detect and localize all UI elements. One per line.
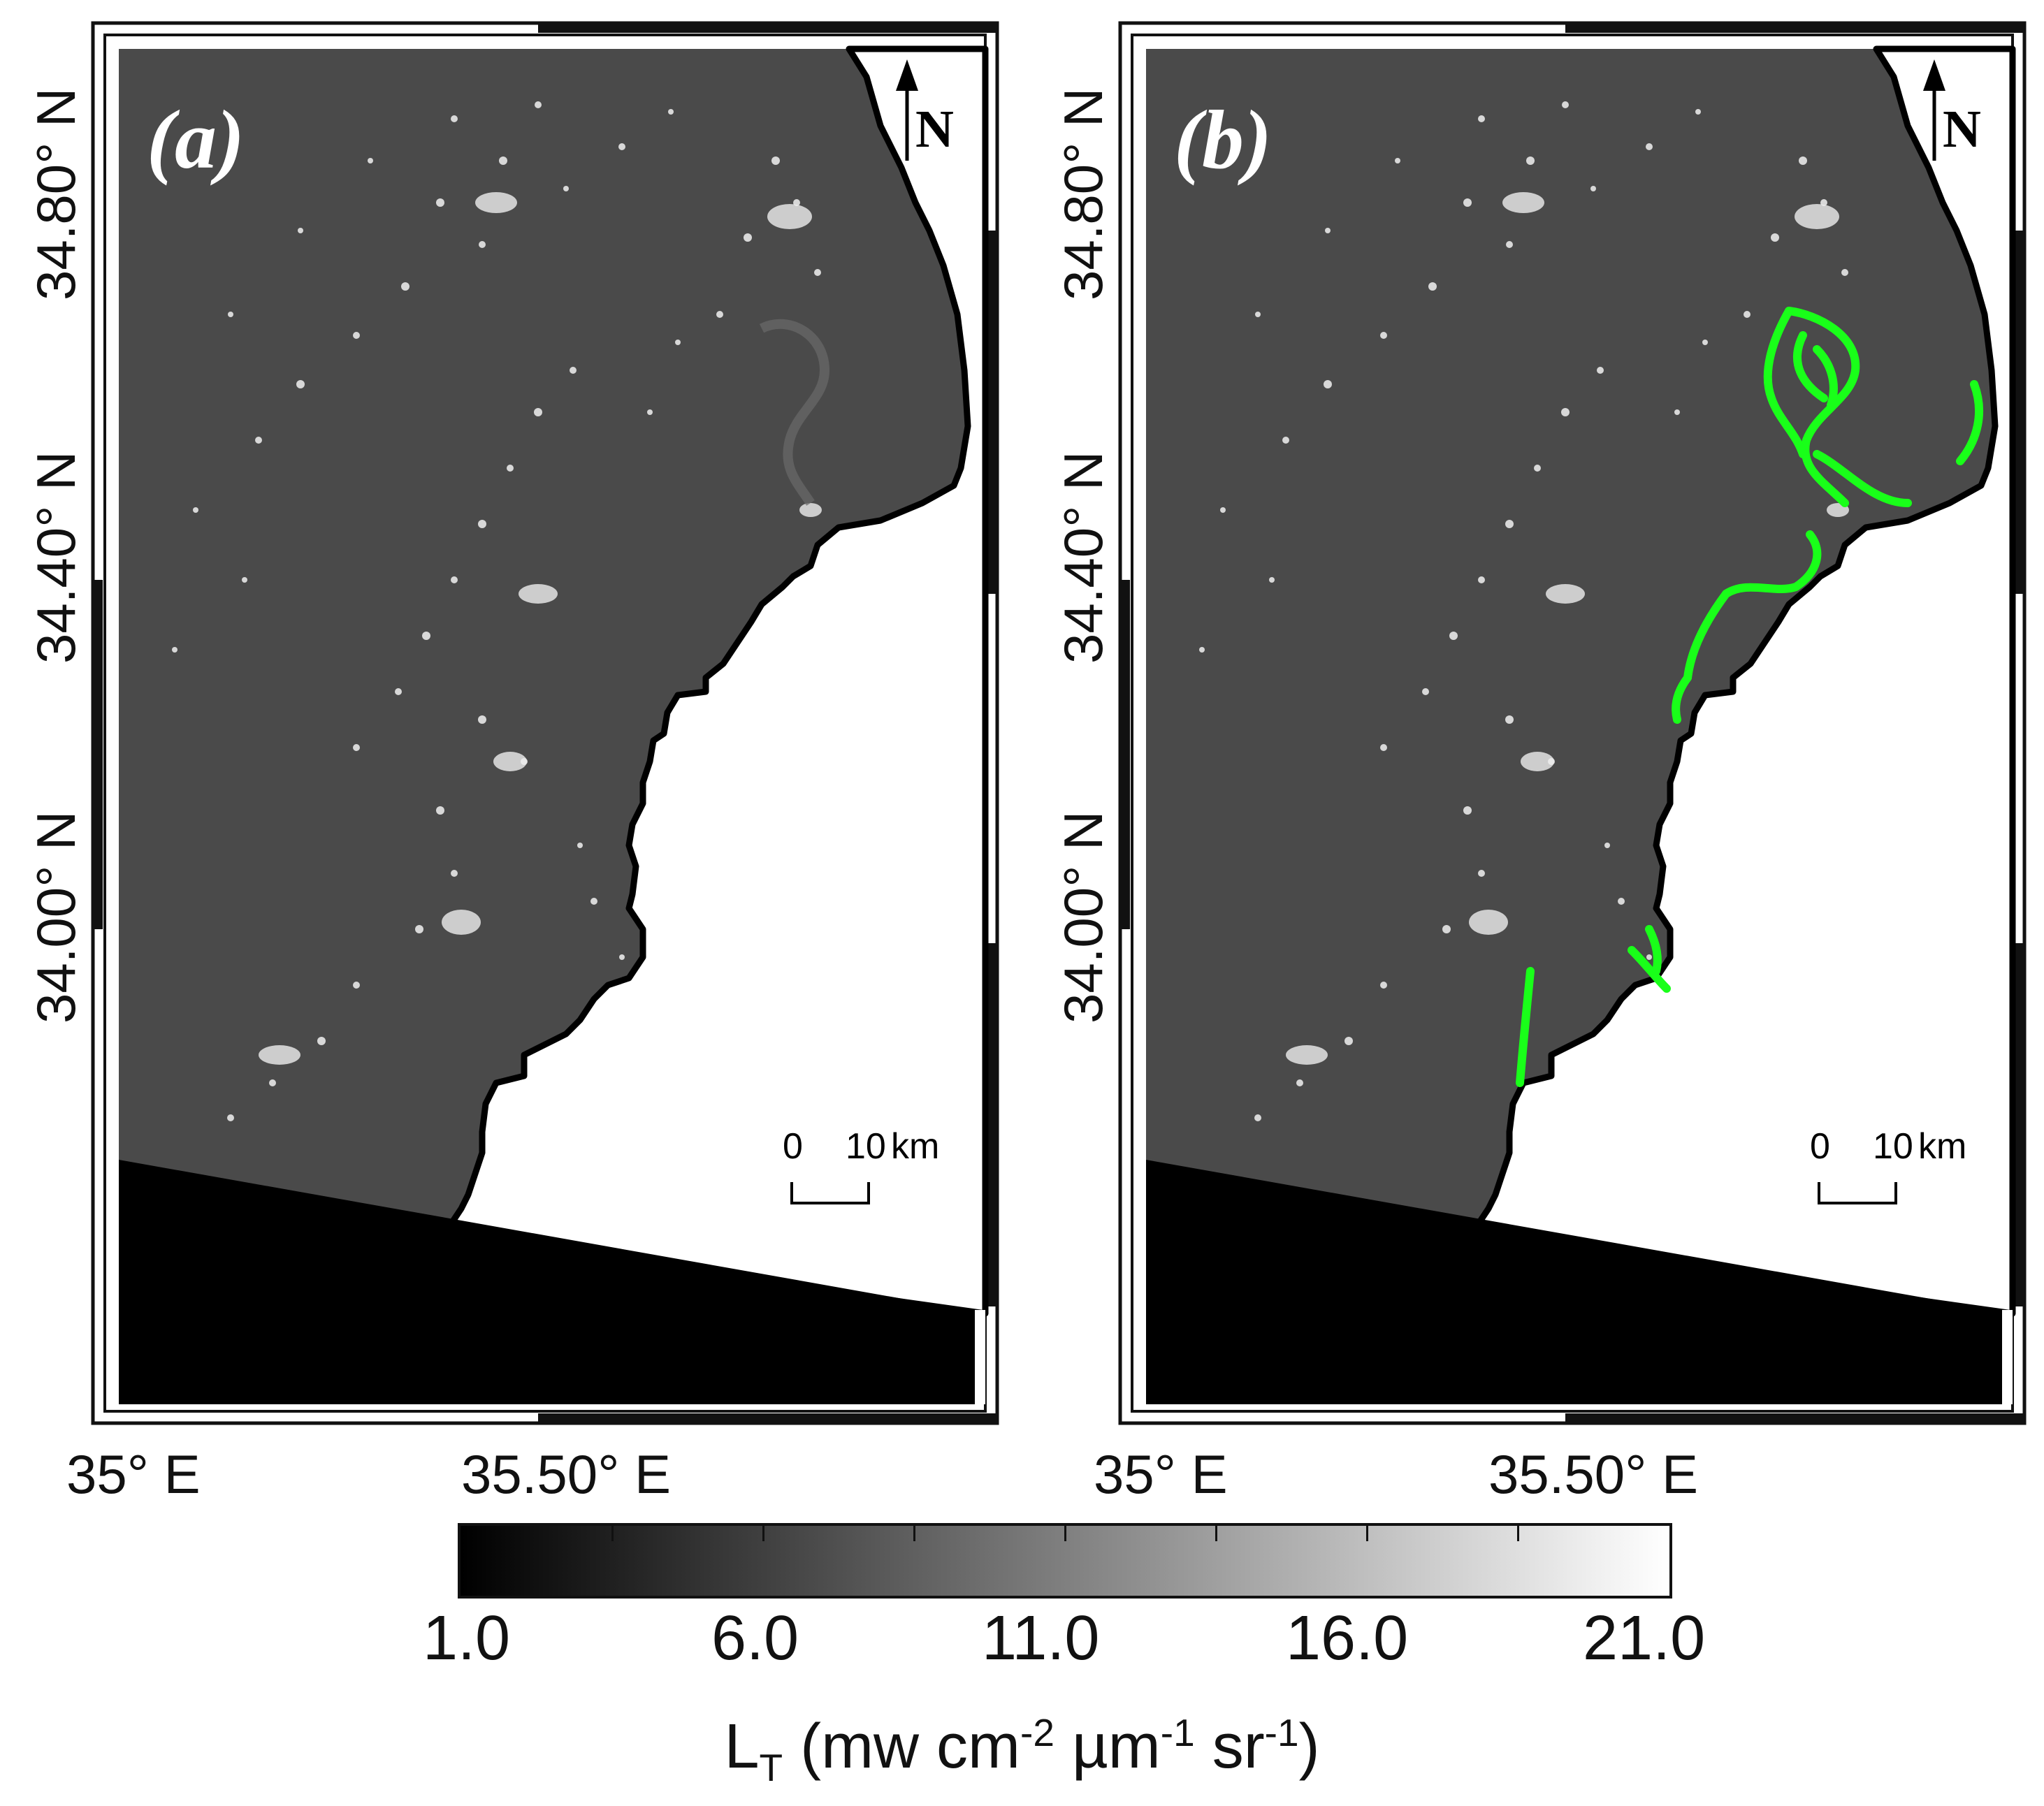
plume-path [1763,307,1807,458]
frame-graduation [987,943,997,1306]
latitude-label: 34.80° N [25,87,87,300]
frame-graduation [1120,580,1130,929]
colorbar-tick-label: 16.0 [1286,1603,1409,1673]
scale-bar-line [790,1182,870,1204]
colorbar-units: µm [1054,1712,1161,1782]
plume-path [1516,967,1535,1087]
frame-graduation [93,580,103,929]
north-arrow-head [1923,59,1945,91]
colorbar-exponent: -2 [1020,1711,1054,1754]
frame-graduation [538,23,997,33]
map-panel-a: N 0 10 km (a) [91,21,999,1425]
plume-swirl [759,319,830,506]
latitude-label: 34.80° N [1052,87,1114,300]
north-arrow: N [896,59,954,161]
bright-speckle [172,101,821,1121]
scale-bar-line [1818,1182,1897,1204]
plume-path [1785,307,1860,507]
panel-label: (a) [147,93,245,186]
bright-speckle [1199,101,1848,1121]
scale-bar-start: 0 [1810,1126,1830,1167]
longitude-label: 35.50° E [1488,1443,1699,1505]
frame-graduation [987,231,997,594]
north-arrow-label: N [915,100,954,159]
panel-label: (b) [1174,93,1272,186]
latitude-label: 34.00° N [25,810,87,1024]
colorbar-tick [913,1526,915,1541]
colorbar-units: sr [1194,1712,1265,1782]
scale-bar-end: 10 [1873,1126,1913,1167]
bright-cluster [1286,192,1849,1065]
no-data-swath [1146,1160,2013,1404]
colorbar-tick [1517,1526,1519,1541]
frame-graduation [1565,23,2024,33]
colorbar-title: LT (mw cm-2 µm-1 sr-1) [0,1694,2044,1806]
colorbar-tick [1064,1526,1066,1541]
plume-path [1722,530,1822,598]
colorbar-tick-label: 6.0 [711,1603,799,1673]
scale-bar: 0 10 km [1810,1126,1966,1204]
plume-path [1645,925,1662,975]
colorbar-tick-label: 11.0 [982,1603,1100,1673]
north-arrow-label: N [1943,100,1981,159]
colorbar-tick [611,1526,614,1541]
plume-path [1956,380,1984,465]
plume-path [1683,590,1730,682]
north-arrow: N [1923,59,1981,161]
plume-path [1672,673,1692,724]
colorbar-tick-label: 1.0 [423,1603,511,1673]
longitude-label: 35° E [1094,1443,1228,1505]
map-panel-a-svg: N 0 10 km (a) [91,21,999,1425]
land-area [1464,45,2016,1317]
scale-bar-unit: km [891,1126,939,1167]
plume-path [1813,450,1912,507]
longitude-label: 35° E [66,1443,201,1505]
scale-bar-end: 10 [846,1126,886,1167]
colorbar [458,1523,1672,1599]
scale-bar-unit: km [1918,1126,1966,1167]
north-arrow-head [896,59,918,91]
frame-graduation [1565,1413,2024,1423]
colorbar-title-sub: T [759,1746,783,1789]
colorbar-tick [1366,1526,1368,1541]
frame-strip [2002,1310,2013,1404]
scale-bar-start: 0 [783,1126,803,1167]
plume-path [1792,331,1828,402]
colorbar-title-main: L [724,1712,760,1782]
colorbar-tick [762,1526,764,1541]
colorbar-units: ) [1298,1712,1320,1782]
colorbar-tick-label: 21.0 [1583,1603,1706,1673]
frame-strip [975,1310,985,1404]
frame-graduation [2015,943,2024,1306]
land-area [437,45,989,1317]
map-panel-b-svg: N 0 10 km (b) [1118,21,2027,1425]
colorbar-units: (mw cm [783,1712,1021,1782]
plume-path [1813,345,1838,409]
no-data-swath [119,1160,985,1404]
plume-overlay [1516,307,1984,1087]
frame-graduation [538,1413,997,1423]
colorbar-exponent: -1 [1264,1711,1299,1754]
latitude-label: 34.00° N [1052,810,1114,1024]
bright-cluster [259,192,822,1065]
plume-path [1628,946,1671,993]
colorbar-exponent: -1 [1160,1711,1195,1754]
longitude-label: 35.50° E [461,1443,672,1505]
colorbar-tick [1215,1526,1217,1541]
frame-graduation [2015,231,2024,594]
latitude-label: 34.40° N [1052,451,1114,664]
scale-bar: 0 10 km [783,1126,939,1204]
latitude-label: 34.40° N [25,451,87,664]
map-panel-b: N 0 10 km (b) [1118,21,2027,1425]
